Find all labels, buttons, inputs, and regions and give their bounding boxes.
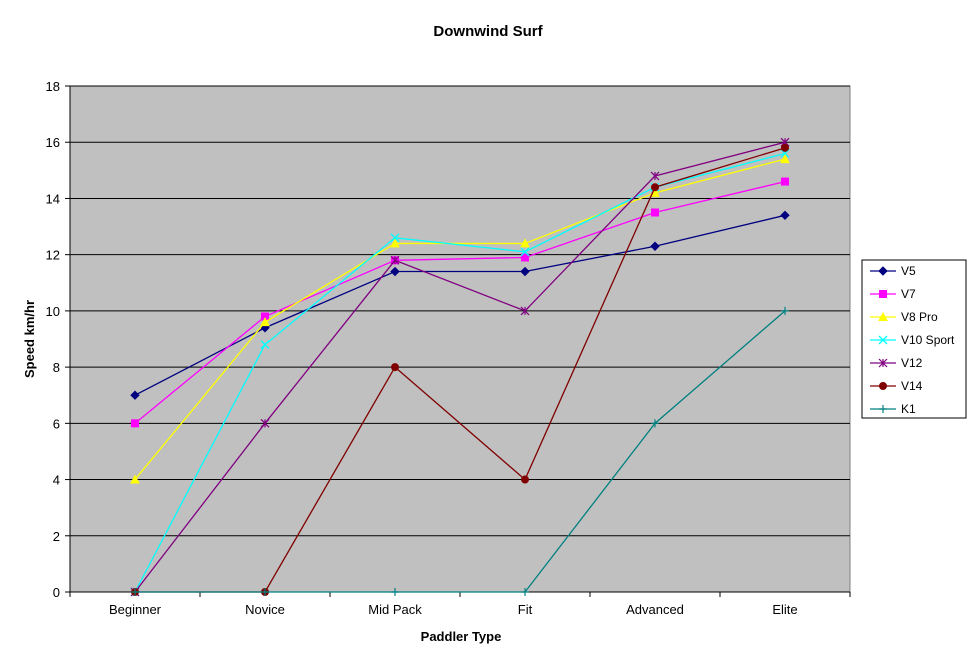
x-tick-label: Novice <box>245 602 285 617</box>
data-point-k1 <box>391 588 399 596</box>
data-point-v8-pro <box>130 474 140 484</box>
y-tick-label: 2 <box>53 529 60 544</box>
y-tick-label: 4 <box>53 473 60 488</box>
data-point-v8-pro <box>260 317 270 327</box>
legend-marker-v14 <box>879 382 887 390</box>
legend-marker-v10-sport <box>878 335 888 345</box>
data-point-v8-pro <box>780 154 790 164</box>
data-point-v14 <box>781 143 789 152</box>
legend-label-v12: V12 <box>901 356 923 370</box>
data-point-k1 <box>261 588 269 596</box>
data-point-v14 <box>521 475 529 484</box>
series-line-k1 <box>135 310 786 593</box>
y-axis-title: Speed km/hr <box>22 300 37 378</box>
plot-area <box>69 85 851 593</box>
legend-marker-k1 <box>879 405 887 413</box>
chart-title: Downwind Surf <box>433 23 543 40</box>
data-point-k1 <box>131 588 139 596</box>
y-tick-label: 10 <box>46 304 60 319</box>
data-point-v10-sport <box>260 340 270 350</box>
x-tick-label: Advanced <box>626 602 684 617</box>
data-point-v5 <box>130 390 140 400</box>
y-tick-label: 8 <box>53 360 60 375</box>
series-line-v5 <box>134 214 786 396</box>
series-line-v10-sport <box>134 152 786 593</box>
data-point-v5 <box>520 266 530 277</box>
legend-marker-v5 <box>878 266 888 276</box>
series-line-v8-pro <box>134 158 786 480</box>
legend-label-v7: V7 <box>901 287 916 301</box>
data-point-k1 <box>781 306 789 315</box>
y-tick-label: 6 <box>53 416 60 431</box>
y-tick-label: 16 <box>46 135 60 150</box>
x-tick-label: Beginner <box>109 602 162 617</box>
data-point-v14 <box>651 183 659 192</box>
data-point-v5 <box>390 266 400 277</box>
data-point-v8-pro <box>390 238 400 248</box>
data-point-v10-sport <box>390 233 400 243</box>
data-point-v5 <box>650 241 660 251</box>
series-line-v12 <box>134 141 786 593</box>
y-tick-label: 12 <box>46 248 60 263</box>
data-point-v12 <box>520 306 530 316</box>
data-point-v8-pro <box>520 238 530 248</box>
x-tick-label: Mid Pack <box>368 602 422 617</box>
data-point-v12 <box>650 171 660 181</box>
legend-label-v5: V5 <box>901 264 916 278</box>
series-line-v7 <box>134 180 786 424</box>
data-point-v12 <box>260 418 270 428</box>
legend-marker-v7 <box>879 290 887 298</box>
y-tick-label: 18 <box>46 79 60 94</box>
y-tick-label: 0 <box>53 585 60 600</box>
data-point-v12 <box>390 255 400 265</box>
x-axis-title: Paddler Type <box>421 629 502 644</box>
legend-marker-v8-pro <box>878 311 888 321</box>
x-tick-label: Fit <box>518 602 533 617</box>
legend-label-k1: K1 <box>901 402 916 416</box>
data-point-v10-sport <box>520 247 530 257</box>
x-tick-label: Elite <box>772 602 797 617</box>
legend-label-v14: V14 <box>901 379 923 393</box>
data-point-v7 <box>651 208 659 217</box>
y-tick-label: 14 <box>46 191 60 206</box>
data-point-v7 <box>131 419 139 428</box>
data-point-v7 <box>781 177 789 186</box>
data-point-k1 <box>521 588 529 596</box>
legend-marker-v12 <box>878 358 888 368</box>
data-point-v14 <box>391 363 399 372</box>
data-point-v7 <box>521 253 529 262</box>
legend-label-v10-sport: V10 Sport <box>901 333 955 347</box>
legend-label-v8-pro: V8 Pro <box>901 310 938 324</box>
data-point-k1 <box>651 419 659 428</box>
legend-box <box>861 259 967 419</box>
data-point-v5 <box>780 210 790 221</box>
